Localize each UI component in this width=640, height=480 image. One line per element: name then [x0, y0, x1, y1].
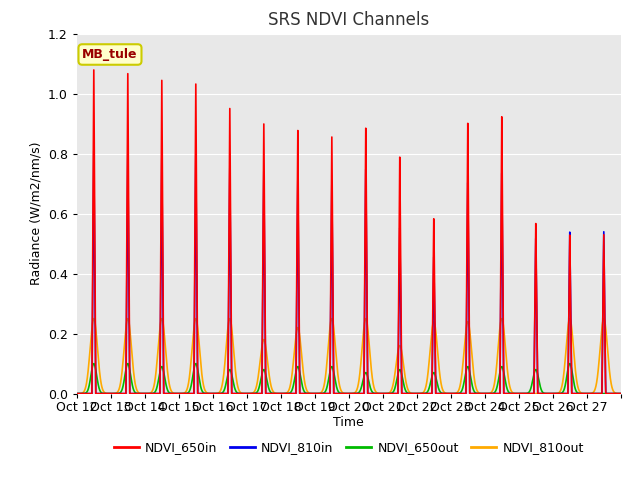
NDVI_810in	[270, 391, 278, 396]
NDVI_810out	[395, 345, 403, 350]
NDVI_650out	[100, 391, 108, 396]
NDVI_650out	[73, 391, 81, 396]
NDVI_650in	[270, 391, 278, 396]
NDVI_810out	[100, 389, 108, 395]
NDVI_810out	[419, 390, 426, 396]
NDVI_650out	[476, 391, 484, 396]
NDVI_650out	[419, 391, 426, 396]
NDVI_810in	[419, 391, 426, 396]
NDVI_650in	[100, 391, 108, 396]
Line: NDVI_650out: NDVI_650out	[77, 364, 621, 394]
NDVI_810in	[395, 317, 403, 323]
NDVI_650in	[73, 391, 81, 396]
NDVI_810out	[90, 316, 98, 322]
NDVI_650out	[617, 391, 625, 396]
NDVI_650in	[617, 391, 625, 396]
NDVI_650out	[90, 361, 98, 367]
Line: NDVI_810in: NDVI_810in	[77, 151, 621, 394]
NDVI_650in	[506, 391, 513, 396]
Text: MB_tule: MB_tule	[82, 48, 138, 61]
Line: NDVI_810out: NDVI_810out	[77, 319, 621, 394]
NDVI_810out	[476, 390, 484, 396]
NDVI_810out	[617, 391, 625, 396]
NDVI_650in	[395, 285, 403, 291]
NDVI_650out	[395, 368, 403, 374]
NDVI_810out	[73, 391, 81, 396]
X-axis label: Time: Time	[333, 416, 364, 429]
NDVI_650in	[476, 391, 484, 396]
NDVI_650out	[270, 391, 278, 396]
Title: SRS NDVI Channels: SRS NDVI Channels	[268, 11, 429, 29]
NDVI_810in	[100, 391, 108, 396]
NDVI_810in	[476, 391, 484, 396]
NDVI_810out	[270, 389, 278, 395]
NDVI_810in	[506, 391, 513, 396]
Line: NDVI_650in: NDVI_650in	[77, 70, 621, 394]
NDVI_810out	[506, 381, 513, 386]
NDVI_650out	[506, 390, 513, 396]
NDVI_650in	[419, 391, 426, 396]
NDVI_810out	[532, 391, 540, 396]
NDVI_810in	[73, 391, 81, 396]
NDVI_650in	[90, 67, 98, 73]
Y-axis label: Radiance (W/m2/nm/s): Radiance (W/m2/nm/s)	[29, 142, 42, 285]
NDVI_810in	[617, 391, 625, 396]
Legend: NDVI_650in, NDVI_810in, NDVI_650out, NDVI_810out: NDVI_650in, NDVI_810in, NDVI_650out, NDV…	[109, 436, 589, 459]
NDVI_810in	[90, 148, 98, 154]
